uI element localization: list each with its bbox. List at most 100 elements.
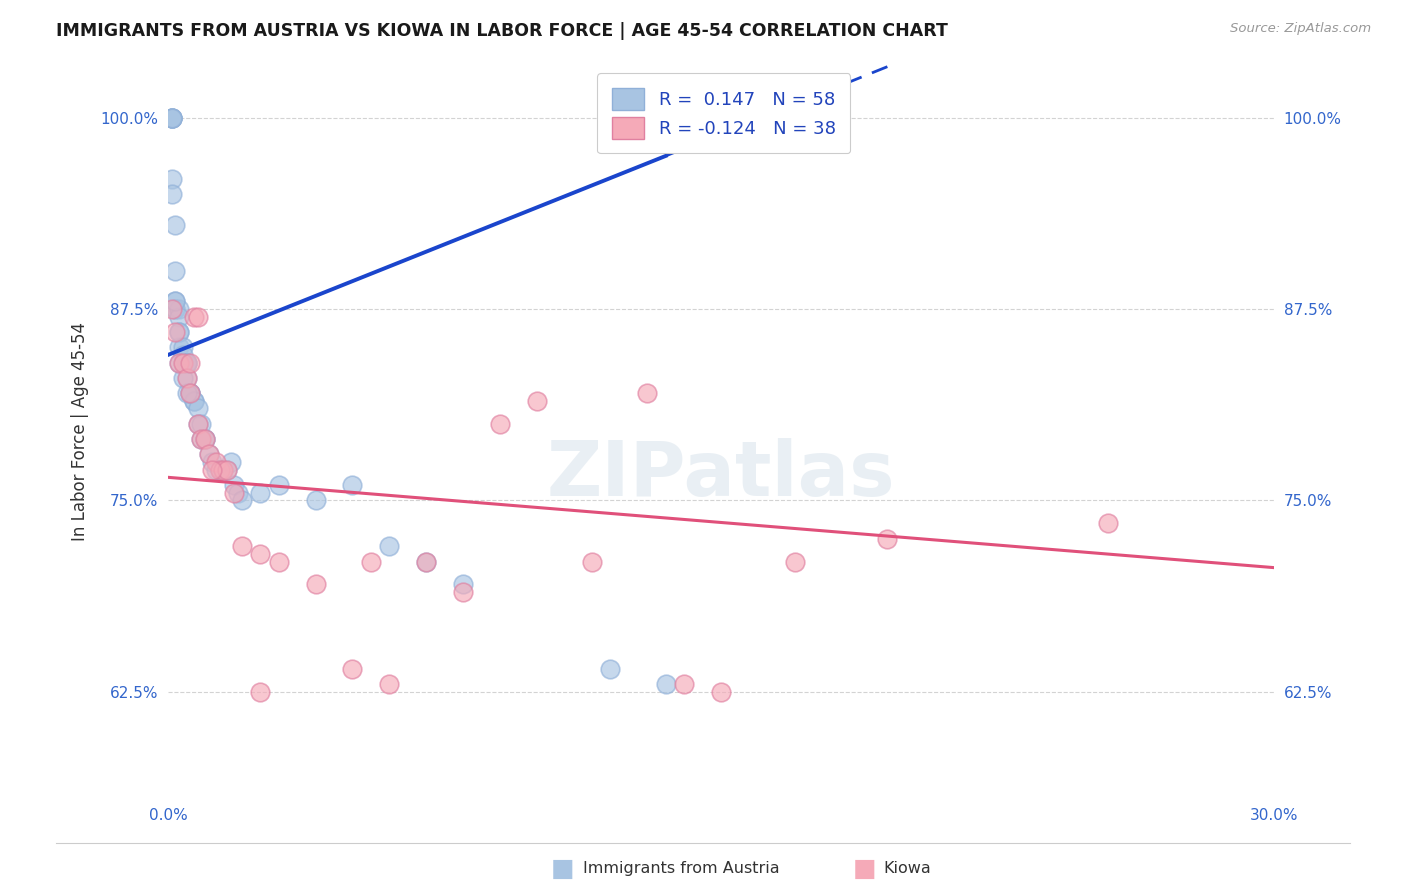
Point bbox=[710, 684, 733, 698]
Point bbox=[599, 662, 621, 676]
Point bbox=[165, 294, 187, 309]
Point bbox=[194, 432, 217, 446]
Point bbox=[183, 393, 205, 408]
Point bbox=[249, 485, 271, 500]
Point bbox=[197, 447, 219, 461]
Point bbox=[655, 677, 678, 691]
Point bbox=[179, 355, 201, 369]
Point bbox=[179, 386, 201, 401]
Point bbox=[183, 310, 205, 324]
Point bbox=[167, 325, 190, 339]
Point bbox=[201, 463, 224, 477]
Point bbox=[231, 539, 253, 553]
Point bbox=[160, 172, 183, 186]
Point bbox=[636, 386, 658, 401]
Point bbox=[581, 554, 603, 568]
Point bbox=[526, 393, 548, 408]
Point bbox=[190, 432, 212, 446]
Point bbox=[783, 554, 806, 568]
Point bbox=[183, 393, 205, 408]
Point bbox=[160, 111, 183, 125]
Y-axis label: In Labor Force | Age 45-54: In Labor Force | Age 45-54 bbox=[72, 322, 89, 541]
Point bbox=[179, 386, 201, 401]
Point bbox=[226, 485, 249, 500]
Text: IMMIGRANTS FROM AUSTRIA VS KIOWA IN LABOR FORCE | AGE 45-54 CORRELATION CHART: IMMIGRANTS FROM AUSTRIA VS KIOWA IN LABO… bbox=[56, 22, 948, 40]
Point bbox=[165, 263, 187, 277]
Point bbox=[172, 355, 194, 369]
Point bbox=[172, 340, 194, 354]
Point bbox=[167, 355, 190, 369]
Point bbox=[212, 463, 235, 477]
Point bbox=[165, 218, 187, 232]
Point bbox=[205, 455, 228, 469]
Point bbox=[172, 355, 194, 369]
Point bbox=[160, 111, 183, 125]
Point bbox=[167, 355, 190, 369]
Text: ■: ■ bbox=[853, 857, 876, 880]
Point bbox=[212, 463, 235, 477]
Point bbox=[249, 547, 271, 561]
Point bbox=[489, 417, 512, 431]
Point bbox=[267, 478, 290, 492]
Point bbox=[187, 401, 209, 416]
Point bbox=[215, 463, 238, 477]
Point bbox=[208, 463, 231, 477]
Point bbox=[378, 539, 401, 553]
Point bbox=[304, 577, 326, 591]
Point bbox=[172, 371, 194, 385]
Point bbox=[167, 301, 190, 316]
Point bbox=[176, 355, 198, 369]
Point bbox=[194, 432, 217, 446]
Point bbox=[179, 386, 201, 401]
Point bbox=[176, 355, 198, 369]
Legend: R =  0.147   N = 58, R = -0.124   N = 38: R = 0.147 N = 58, R = -0.124 N = 38 bbox=[598, 73, 851, 153]
Point bbox=[160, 111, 183, 125]
Point bbox=[167, 310, 190, 324]
Point bbox=[194, 432, 217, 446]
Text: Kiowa: Kiowa bbox=[883, 862, 931, 876]
Point bbox=[1097, 516, 1119, 531]
Point bbox=[187, 417, 209, 431]
Point bbox=[673, 677, 696, 691]
Point bbox=[876, 532, 898, 546]
Point bbox=[187, 310, 209, 324]
Point bbox=[160, 301, 183, 316]
Point bbox=[208, 463, 231, 477]
Point bbox=[249, 684, 271, 698]
Point bbox=[179, 386, 201, 401]
Point bbox=[160, 187, 183, 202]
Point bbox=[197, 447, 219, 461]
Point bbox=[267, 554, 290, 568]
Point bbox=[167, 340, 190, 354]
Text: ZIPatlas: ZIPatlas bbox=[547, 439, 896, 513]
Point bbox=[205, 463, 228, 477]
Point bbox=[219, 455, 242, 469]
Point bbox=[304, 493, 326, 508]
Point bbox=[165, 301, 187, 316]
Point bbox=[176, 371, 198, 385]
Point bbox=[165, 301, 187, 316]
Point bbox=[172, 348, 194, 362]
Point bbox=[187, 417, 209, 431]
Text: Immigrants from Austria: Immigrants from Austria bbox=[583, 862, 780, 876]
Point bbox=[231, 493, 253, 508]
Point bbox=[224, 485, 246, 500]
Text: Source: ZipAtlas.com: Source: ZipAtlas.com bbox=[1230, 22, 1371, 36]
Point bbox=[176, 371, 198, 385]
Point bbox=[415, 554, 437, 568]
Text: ■: ■ bbox=[551, 857, 574, 880]
Point bbox=[160, 111, 183, 125]
Point bbox=[378, 677, 401, 691]
Point bbox=[160, 111, 183, 125]
Point bbox=[190, 432, 212, 446]
Point bbox=[165, 325, 187, 339]
Point bbox=[167, 325, 190, 339]
Point bbox=[201, 455, 224, 469]
Point bbox=[415, 554, 437, 568]
Point bbox=[451, 577, 474, 591]
Point bbox=[190, 417, 212, 431]
Point bbox=[165, 294, 187, 309]
Point bbox=[451, 585, 474, 599]
Point bbox=[176, 355, 198, 369]
Point bbox=[176, 386, 198, 401]
